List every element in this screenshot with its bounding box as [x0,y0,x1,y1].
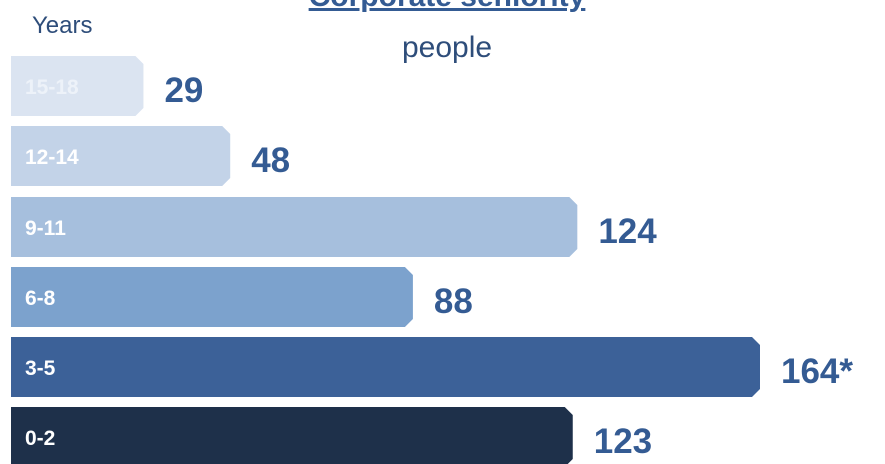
category-label-12-14: 12-14 [25,146,79,169]
bar-12-14 [11,126,231,186]
value-label-15-18: 29 [164,71,203,110]
bar-15-18 [11,56,144,116]
value-label-9-11: 124 [598,212,657,251]
bar-6-8 [11,267,413,327]
value-label-12-14: 48 [251,141,290,180]
value-label-3-5: 164* [781,352,853,391]
y-axis-label: Years [32,12,93,39]
value-label-6-8: 88 [434,282,473,321]
chart-subtitle: people [402,31,492,64]
category-label-3-5: 3-5 [25,357,56,380]
bar-3-5 [11,337,760,397]
value-label-0-2: 123 [594,422,652,461]
chart-title: Corporate seniority [309,0,586,13]
category-label-9-11: 9-11 [25,217,66,240]
category-label-6-8: 6-8 [25,287,56,310]
category-label-0-2: 0-2 [25,427,55,450]
bar-9-11 [11,197,578,257]
bar-0-2 [11,407,573,464]
bars-group: 15-18 29 12-14 48 9-11 124 6-8 88 3-5 164* 0-2 123 [11,56,853,464]
category-label-15-18: 15-18 [25,76,79,99]
